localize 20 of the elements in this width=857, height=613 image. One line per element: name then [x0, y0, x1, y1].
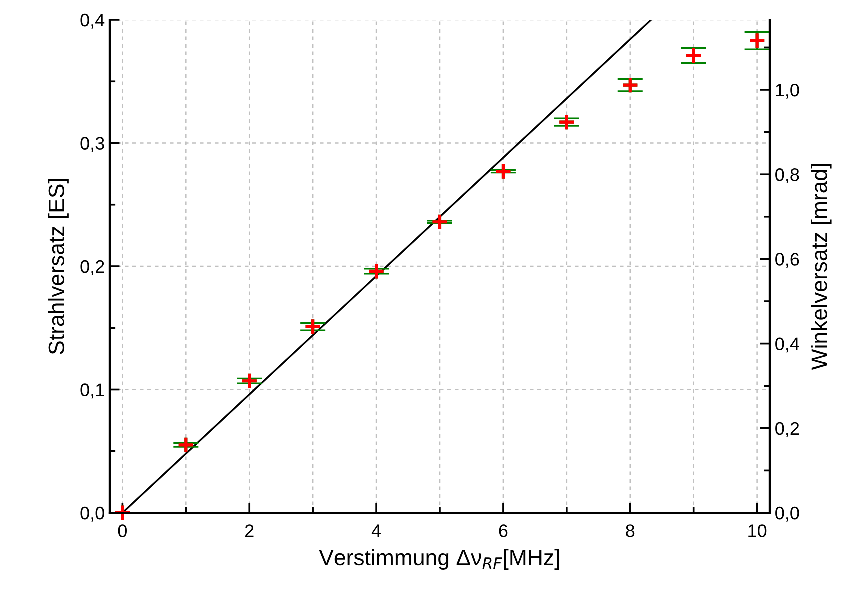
- x-tick-label: 2: [246, 524, 254, 538]
- y-tick-label: 0,3: [80, 137, 104, 152]
- x-tick-label: 10: [748, 524, 767, 538]
- x-tick-label: 4: [372, 524, 382, 538]
- y2-tick-label: 0,2: [776, 422, 800, 438]
- x-tick-label: 0: [118, 524, 128, 538]
- y2-tick-label: 0,8: [776, 168, 800, 184]
- y-tick-label: 0,4: [80, 14, 105, 29]
- y-tick-label: 0,2: [80, 260, 104, 276]
- y-tick-label: 0,0: [80, 506, 104, 522]
- y-axis-title: Strahlversatz [ES]: [48, 179, 69, 354]
- x-tick-label: 8: [626, 524, 635, 538]
- y-tick-label: 0,1: [80, 384, 104, 399]
- y2-tick-label: 0,0: [776, 506, 800, 522]
- y2-tick-label: 0,6: [776, 253, 800, 268]
- x-tick-label: 6: [499, 524, 508, 538]
- y2-tick-label: 0,4: [776, 338, 800, 353]
- x-axis-title: Verstimmung Δν$_{RF}$[MHz]: [319, 549, 560, 570]
- y2-tick-label: 1,0: [776, 84, 800, 99]
- y2-axis-title: Winkelversatz [mrad]: [811, 164, 832, 370]
